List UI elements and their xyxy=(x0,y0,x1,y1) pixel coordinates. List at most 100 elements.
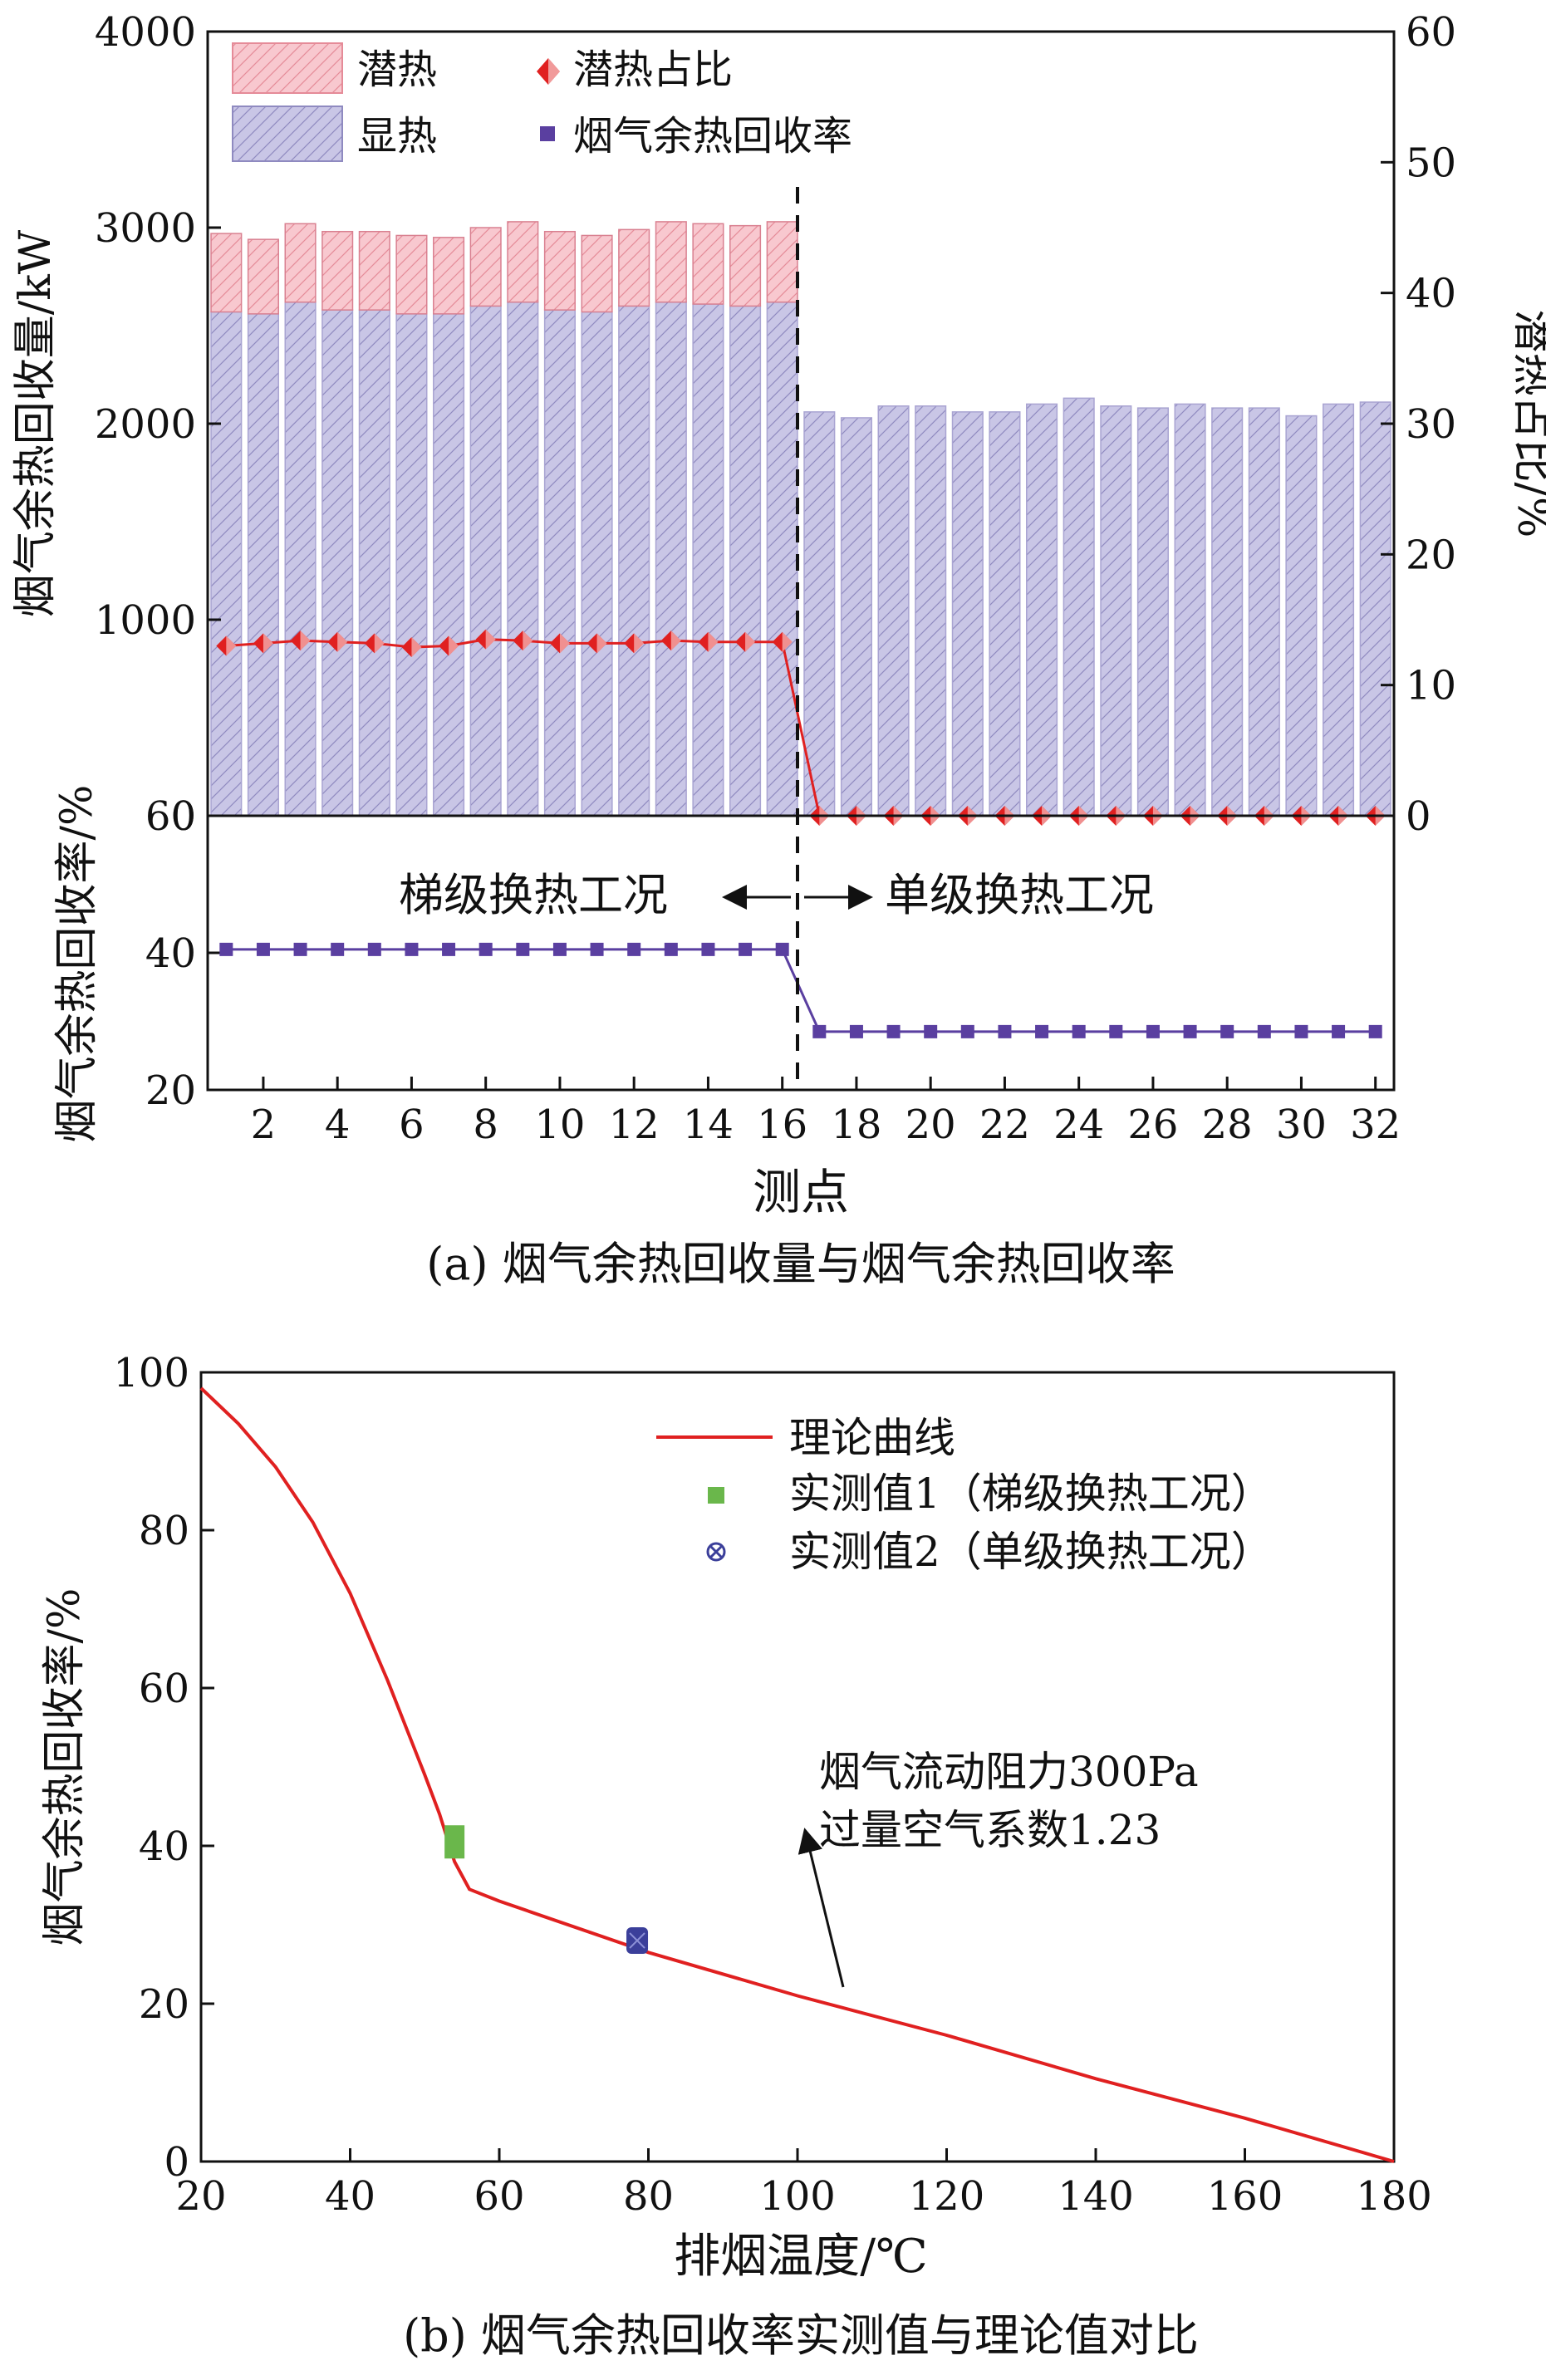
recovery-rate-point xyxy=(701,942,715,956)
tick-label-x-b: 100 xyxy=(759,2173,836,2220)
bar-sensible xyxy=(766,301,798,817)
bar-sensible xyxy=(210,311,243,817)
recovery-rate-point xyxy=(1257,1024,1271,1038)
recovery-rate-point xyxy=(739,942,753,956)
y-axis-label-left: 烟气余热回收量/kW xyxy=(11,229,61,617)
tick-label-x: 26 xyxy=(1127,1102,1178,1148)
tick-label-y-b: 100 xyxy=(113,1350,189,1396)
bar-sensible xyxy=(915,405,947,817)
diamond-marker-half-icon xyxy=(548,58,560,85)
bar-sensible xyxy=(507,301,539,817)
recovery-rate-point xyxy=(627,942,641,956)
bar-sensible xyxy=(1100,405,1132,817)
annotation-cascade: 梯级换热工况 xyxy=(399,869,668,921)
bar-latent xyxy=(692,223,724,305)
legend-crossed-circle-icon xyxy=(706,1542,726,1562)
recovery-rate-point xyxy=(1183,1024,1197,1038)
tick-label-left: 4000 xyxy=(95,9,196,56)
recovery-rate-point xyxy=(552,942,567,956)
latent-ratio-point xyxy=(439,635,459,656)
y-axis-label-sub: 烟气余热回收率/% xyxy=(52,785,102,1143)
tick-label-x-b: 160 xyxy=(1207,2173,1283,2220)
latent-ratio-point xyxy=(735,631,756,652)
tick-label-x-b: 80 xyxy=(623,2173,674,2220)
tick-label-y-b: 60 xyxy=(139,1666,189,1712)
bar-sensible xyxy=(618,305,650,817)
legend-label-latent-ratio: 潜热占比 xyxy=(573,47,733,93)
bar-latent xyxy=(210,233,243,313)
tick-label-x: 30 xyxy=(1276,1102,1327,1148)
latent-ratio-point xyxy=(253,633,273,654)
recovery-rate-point xyxy=(664,942,678,956)
measured-point-1 xyxy=(444,1825,465,1859)
x-axis-label: 测点 xyxy=(753,1164,849,1220)
legend-green-square-icon xyxy=(708,1487,724,1504)
tick-label-left: 1000 xyxy=(95,597,196,644)
bar-sensible xyxy=(803,411,836,817)
tick-label-x-b: 120 xyxy=(909,2173,985,2220)
recovery-rate-point xyxy=(293,942,307,956)
bar-latent xyxy=(358,230,390,311)
bar-sensible xyxy=(284,301,317,817)
bar-latent xyxy=(581,234,613,313)
tick-label-x-b: 140 xyxy=(1058,2173,1134,2220)
recovery-rate-point xyxy=(516,942,530,956)
legend-label-recovery-rate: 烟气余热回收率 xyxy=(573,113,852,159)
bar-sensible xyxy=(1174,403,1206,817)
bar-latent xyxy=(247,238,279,315)
legend-label-measured-1: 实测值1（梯级换热工况） xyxy=(789,1470,1273,1518)
legend-label-theory: 理论曲线 xyxy=(789,1414,955,1462)
recovery-rate-point xyxy=(1294,1024,1308,1038)
latent-ratio-point xyxy=(513,631,533,651)
recovery-rate-point xyxy=(1332,1024,1346,1038)
bar-latent xyxy=(543,230,576,311)
bar-sensible xyxy=(692,303,724,817)
recovery-rate-point xyxy=(812,1024,827,1038)
recovery-rate-point xyxy=(998,1024,1012,1038)
recovery-rate-point xyxy=(405,942,419,956)
recovery-rate-line xyxy=(226,948,1376,1033)
bar-latent xyxy=(618,228,650,307)
tick-label-x-b: 40 xyxy=(325,2173,375,2220)
tick-label-right: 20 xyxy=(1406,532,1456,578)
bar-sensible xyxy=(1248,407,1280,817)
tick-label-y-b: 80 xyxy=(139,1508,189,1554)
recovery-rate-point xyxy=(256,942,270,956)
tick-label-x-b: 180 xyxy=(1356,2173,1432,2220)
tick-label-x: 10 xyxy=(534,1102,585,1148)
bar-latent xyxy=(507,221,539,303)
bar-sensible xyxy=(951,411,984,817)
bar-sensible xyxy=(433,313,465,817)
bar-sensible xyxy=(877,405,910,817)
bar-latent xyxy=(469,227,502,307)
tick-label-x: 20 xyxy=(906,1102,956,1148)
legend-swatch-latent xyxy=(232,42,343,94)
bar-sensible xyxy=(395,313,428,817)
tick-label-x: 8 xyxy=(473,1102,498,1148)
annotation-line-2: 过量空气系数1.23 xyxy=(819,1806,1161,1854)
recovery-rate-point xyxy=(1220,1024,1234,1038)
legend-label-sensible: 显热 xyxy=(357,113,437,159)
recovery-rate-point xyxy=(960,1024,974,1038)
bar-latent xyxy=(766,221,798,303)
annotation-line-1: 烟气流动阻力300Pa xyxy=(819,1748,1199,1796)
bar-sensible xyxy=(1211,407,1244,817)
tick-label-x: 18 xyxy=(831,1102,881,1148)
tick-label-right: 30 xyxy=(1406,401,1456,448)
bar-latent xyxy=(729,224,762,307)
recovery-rate-point xyxy=(886,1024,901,1038)
tick-label-x: 2 xyxy=(251,1102,277,1148)
tick-label-x: 22 xyxy=(979,1102,1030,1148)
bar-sensible xyxy=(1136,407,1169,817)
tick-label-y-b: 40 xyxy=(139,1823,189,1870)
tick-label-x: 4 xyxy=(325,1102,351,1148)
recovery-rate-point xyxy=(775,942,789,956)
tick-label-y-b: 0 xyxy=(164,2139,189,2186)
panel-a-bottom-frame xyxy=(206,814,1396,1092)
latent-ratio-point xyxy=(624,633,645,654)
tick-label-left: 3000 xyxy=(95,205,196,252)
